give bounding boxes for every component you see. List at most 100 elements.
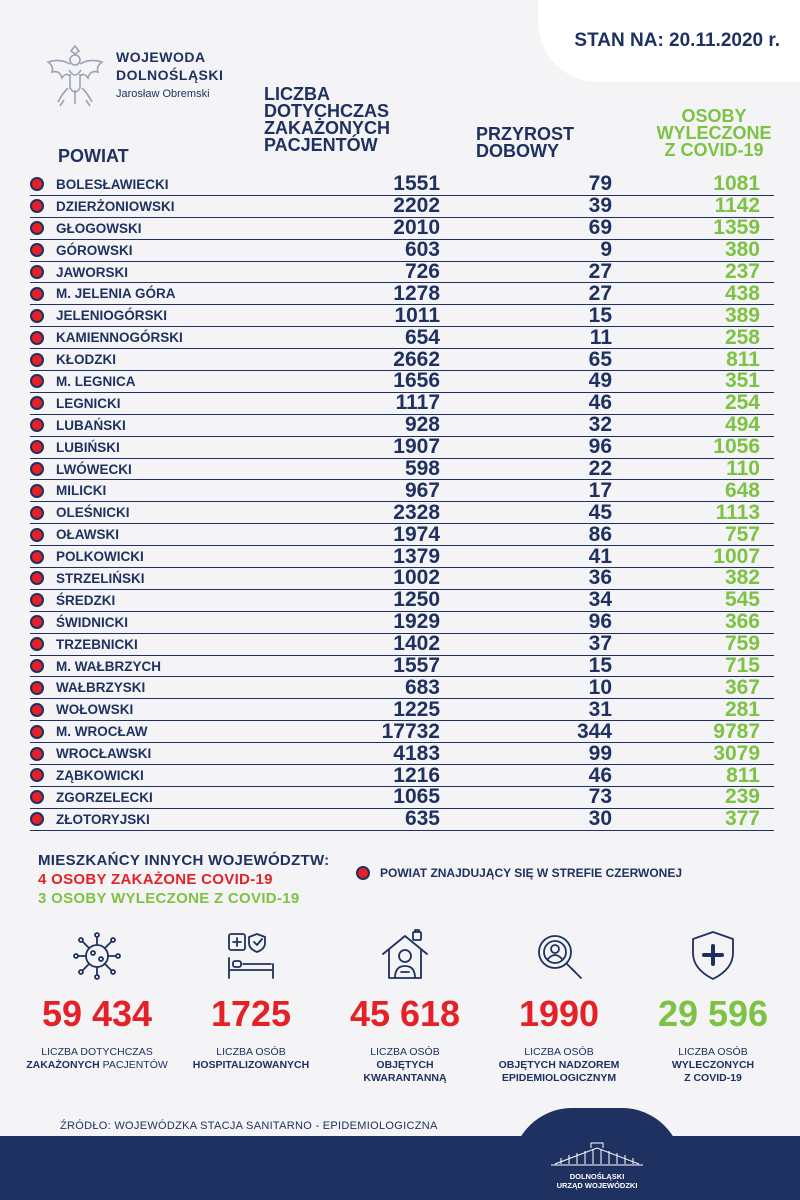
stat-label-bold-text: OBJĘTYCH [376, 1059, 434, 1071]
county-cured: 715 [724, 654, 760, 678]
county-cured: 648 [724, 478, 760, 502]
stat-label-line1: LICZBA OSÓB [524, 1046, 594, 1058]
table-row: JELENIOGÓRSKI 1011 15 389 [30, 303, 774, 328]
stat-value: 59 434 [41, 993, 153, 1034]
county-daily: 15 [588, 654, 612, 678]
table-row: OLEŚNICKI 2328 45 1113 [30, 501, 774, 525]
county-total: 1065 [393, 785, 440, 809]
eagle-emblem-icon [46, 44, 104, 107]
county-daily: 34 [588, 588, 612, 612]
county-total: 1117 [395, 391, 440, 415]
county-daily: 27 [588, 281, 612, 305]
date-badge: STAN NA: 20.11.2020 r. [538, 0, 800, 82]
stat-label-bold: ZAKAŻONYCH PACJENTÓW [26, 1059, 168, 1072]
red-zone-dot-icon [30, 199, 44, 214]
column-header-osoby-line: OSOBY [681, 106, 747, 126]
county-name: TRZEBNICKI [56, 636, 138, 652]
stat-label: LICZBA DOTYCHCZAS ZAKAŻONYCH PACJENTÓW [26, 1046, 168, 1072]
red-zone-dot-icon [30, 571, 44, 586]
stat-value: 1990 [518, 993, 600, 1034]
county-total: 2662 [393, 347, 440, 371]
footer-line2: URZĄD WOJEWÓDZKI [556, 1181, 638, 1190]
county-daily: 39 [588, 194, 612, 218]
stat-label-line1: LICZBA OSÓB [678, 1046, 748, 1058]
org-title-line2: DOLNOŚLĄSKI [116, 67, 224, 83]
red-zone-dot-icon [30, 330, 44, 345]
stat-card: 1990 LICZBA OSÓB OBJĘTYCH NADZOREM EPIDEMIO… [482, 928, 636, 1085]
stat-card: 1725 LICZBA OSÓB HOSPITALIZOWANYCH [174, 928, 328, 1085]
stat-label-line3: KWARANTANNĄ [363, 1072, 447, 1084]
quarantine-icon [382, 929, 428, 979]
red-zone-dot-icon [30, 374, 44, 389]
red-zone-dot-icon [30, 462, 44, 477]
table-row: LWÓWECKI 598 22 110 [30, 457, 774, 481]
county-name: DZIERŻONIOWSKI [56, 198, 175, 214]
county-total: 1974 [393, 522, 440, 546]
table-row: POLKOWICKI 1379 41 1007 [30, 544, 774, 569]
county-daily: 41 [588, 544, 612, 568]
county-name: ZŁOTORYJSKI [56, 811, 150, 827]
red-zone-dot-icon [30, 177, 44, 192]
county-cured: 1142 [714, 194, 760, 218]
red-zone-dot-icon [30, 308, 44, 323]
stat-value: 1725 [210, 993, 292, 1034]
legend: POWIAT ZNAJDUJĄCY SIĘ W STREFIE CZERWONE… [356, 866, 682, 880]
summary-stats: 59 434 LICZBA DOTYCHCZAS ZAKAŻONYCH PACJEN… [20, 928, 790, 1085]
county-name: GŁOGOWSKI [56, 220, 142, 236]
county-daily: 32 [588, 413, 612, 437]
date-label: STAN NA: 20.11.2020 r. [574, 30, 780, 51]
red-zone-dot-icon [30, 483, 44, 498]
county-daily: 22 [588, 457, 612, 481]
county-cured: 254 [724, 391, 760, 415]
county-name: MILICKI [56, 483, 107, 499]
county-cured: 351 [724, 369, 760, 393]
table-row: WOŁOWSKI 1225 31 281 [30, 698, 774, 722]
stat-label-bold-text: WYLECZONYCH [671, 1059, 755, 1071]
county-cured: 438 [724, 281, 760, 305]
table-row: JAWORSKI 726 27 237 [30, 260, 774, 284]
table-row: ZŁOTORYJSKI 635 30 377 [30, 807, 774, 831]
column-header-osoby: OSOBY WYLECZONE Z COVID-19 [654, 106, 774, 159]
county-name: WROCŁAWSKI [56, 746, 152, 762]
red-zone-dot-icon [30, 221, 44, 236]
county-daily: 69 [588, 216, 612, 240]
county-name: LWÓWECKI [56, 461, 132, 477]
county-name: STRZELIŃSKI [56, 570, 145, 586]
county-name: M. LEGNICA [56, 373, 136, 389]
source-note: ŹRÓDŁO: WOJEWÓDZKA STACJA SANITARNO - EP… [60, 1120, 438, 1132]
county-cured: 380 [724, 238, 760, 262]
stat-label: LICZBA OSÓB HOSPITALIZOWANYCH [193, 1046, 309, 1072]
county-cured: 1081 [713, 172, 760, 196]
county-total: 1002 [393, 566, 440, 590]
county-name: OLEŚNICKI [56, 505, 130, 521]
footer-line1: DOLNOŚLĄSKI [569, 1172, 625, 1181]
county-cured: 258 [724, 325, 760, 349]
red-zone-dot-icon [356, 866, 370, 880]
county-total: 1551 [393, 172, 440, 196]
table-row: WAŁBRZYSKI 683 10 367 [30, 676, 774, 700]
county-name: M. JELENIA GÓRA [56, 286, 176, 302]
red-zone-dot-icon [30, 286, 44, 301]
magnifier-person-icon [538, 935, 582, 979]
county-daily: 65 [588, 347, 612, 371]
county-name: ZGORZELECKI [56, 789, 153, 805]
county-daily: 27 [588, 260, 612, 284]
table-row: MILICKI 967 17 648 [30, 478, 774, 503]
org-title-line1: WOJEWODA [116, 49, 206, 65]
county-name: LUBIŃSKI [56, 439, 120, 455]
county-cured: 811 [726, 763, 760, 787]
county-cured: 389 [724, 303, 760, 327]
county-total: 2202 [393, 194, 440, 218]
stat-label-bold: HOSPITALIZOWANYCH [193, 1059, 309, 1072]
county-daily: 96 [588, 435, 612, 459]
table-row: M. JELENIA GÓRA 1278 27 438 [30, 281, 774, 306]
red-zone-dot-icon [30, 702, 44, 717]
county-total: 1557 [393, 654, 440, 678]
table-row: WROCŁAWSKI 4183 99 3079 [30, 742, 774, 766]
red-zone-dot-icon [30, 812, 44, 827]
other-voivodeships: MIESZKAŃCY INNYCH WOJEWÓDZTW: 4 OSOBY ZA… [38, 851, 329, 908]
county-cured: 237 [724, 260, 760, 284]
county-name: JAWORSKI [56, 264, 129, 280]
county-total: 1929 [393, 610, 440, 634]
county-total: 1402 [393, 632, 440, 656]
